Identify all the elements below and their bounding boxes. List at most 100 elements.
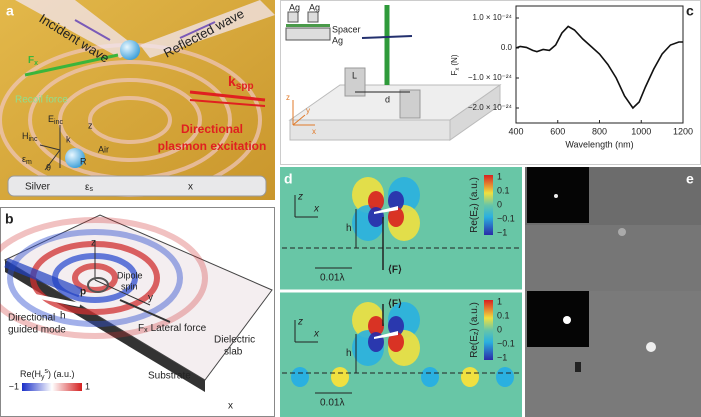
particle — [374, 331, 398, 339]
label: Fx Lateral force — [138, 323, 207, 334]
label: y — [41, 374, 45, 381]
label: kspp — [228, 73, 254, 92]
x-tick-label: 1000 — [631, 126, 651, 136]
label: k — [66, 134, 71, 144]
label: Hinc — [22, 131, 38, 142]
particle — [120, 40, 140, 60]
field-lobe — [388, 191, 404, 211]
axis — [39, 144, 61, 151]
inset — [527, 167, 589, 223]
slab-top — [3, 214, 273, 381]
colorbar-tick: −1 — [9, 381, 19, 391]
label: m — [26, 159, 32, 166]
spin — [87, 277, 109, 293]
panel-e: e — [525, 167, 701, 417]
field-lobe — [331, 367, 349, 387]
label: ε — [22, 154, 26, 164]
label: x — [455, 68, 461, 71]
label: z — [297, 192, 303, 203]
label: x — [313, 204, 320, 215]
label: h — [346, 223, 352, 234]
label: εs — [85, 182, 93, 193]
label: Ag — [289, 2, 300, 12]
data-line — [515, 25, 683, 110]
label: ) (a.u.) — [48, 369, 75, 379]
label: θ — [46, 162, 51, 172]
kspp-arrow — [189, 99, 266, 107]
panel-a: a Incident wave Reflected wave Fx Recoil… — [0, 0, 275, 200]
arrow — [74, 19, 111, 41]
label: Re(E — [469, 335, 480, 358]
recoil-arrow — [24, 53, 119, 77]
label: z — [88, 120, 93, 130]
colorbar-tick: 0.1 — [497, 310, 510, 320]
label: y — [306, 106, 310, 115]
label: L — [352, 70, 357, 80]
colorbar-tick: −1 — [497, 227, 507, 237]
particle-spot — [554, 194, 558, 198]
ag-film — [285, 27, 331, 41]
silver-substrate — [7, 175, 267, 197]
colorbar-tick: 0 — [497, 324, 502, 334]
colorbar — [22, 383, 82, 391]
label: Dipole — [117, 270, 143, 280]
label: Ag — [309, 2, 320, 12]
axis — [292, 114, 306, 126]
label: z — [91, 238, 96, 249]
label: x — [144, 327, 148, 334]
colorbar — [484, 300, 493, 360]
label: x — [313, 329, 320, 340]
field-lobe — [368, 332, 384, 352]
label: z — [297, 317, 303, 328]
label: d — [385, 94, 390, 104]
label: Substrate — [148, 371, 191, 382]
label: Ag — [332, 35, 343, 45]
label: ⟨F⟩ — [388, 299, 402, 310]
colorbar-tick: 1 — [497, 296, 502, 306]
ag-block — [307, 11, 319, 23]
label: guided mode — [8, 325, 66, 336]
label: Lateral force — [151, 323, 207, 334]
label: F — [450, 71, 459, 76]
substrate-side — [449, 84, 501, 141]
label: spp — [236, 81, 254, 92]
label: Air — [98, 144, 109, 154]
label: Spacer — [332, 24, 361, 34]
label: 0.01λ — [320, 398, 344, 409]
particle-spot — [575, 362, 581, 372]
panel-label: d — [284, 171, 293, 187]
label: h — [60, 311, 66, 322]
axis — [94, 279, 151, 306]
small-particle — [65, 148, 85, 168]
y-axis-label: Fx (N) — [450, 54, 460, 75]
label: x — [188, 182, 193, 193]
label: Re(E — [469, 210, 480, 233]
label: inc — [29, 136, 38, 143]
label: z — [473, 206, 480, 210]
label: F — [138, 323, 144, 334]
guided-mode — [4, 258, 83, 298]
colorbar-tick: −1 — [497, 352, 507, 362]
panel-label: e — [686, 171, 694, 187]
y-tick-label: 1.0 × 10⁻²⁴ — [473, 13, 513, 22]
x-tick-label: 800 — [592, 126, 607, 136]
label: Fx — [28, 55, 38, 67]
ag-block — [287, 11, 299, 23]
label: Directional — [8, 313, 55, 324]
field-lobe — [461, 367, 479, 387]
panel-label: a — [6, 3, 14, 19]
panel-label: c — [686, 3, 694, 19]
label: x — [34, 60, 38, 67]
panel-c: Ag Ag Spacer Ag L d z y x c 400 600 800 100… — [280, 0, 701, 165]
axis — [44, 149, 61, 171]
label: s — [89, 186, 93, 193]
reflected-beam — [140, 0, 275, 58]
colorbar-tick: 0.1 — [497, 185, 510, 195]
field-lobe — [388, 207, 404, 227]
field-lobe — [291, 367, 309, 387]
label: F — [28, 55, 34, 66]
antenna — [399, 89, 421, 119]
label: Directional — [181, 122, 243, 136]
